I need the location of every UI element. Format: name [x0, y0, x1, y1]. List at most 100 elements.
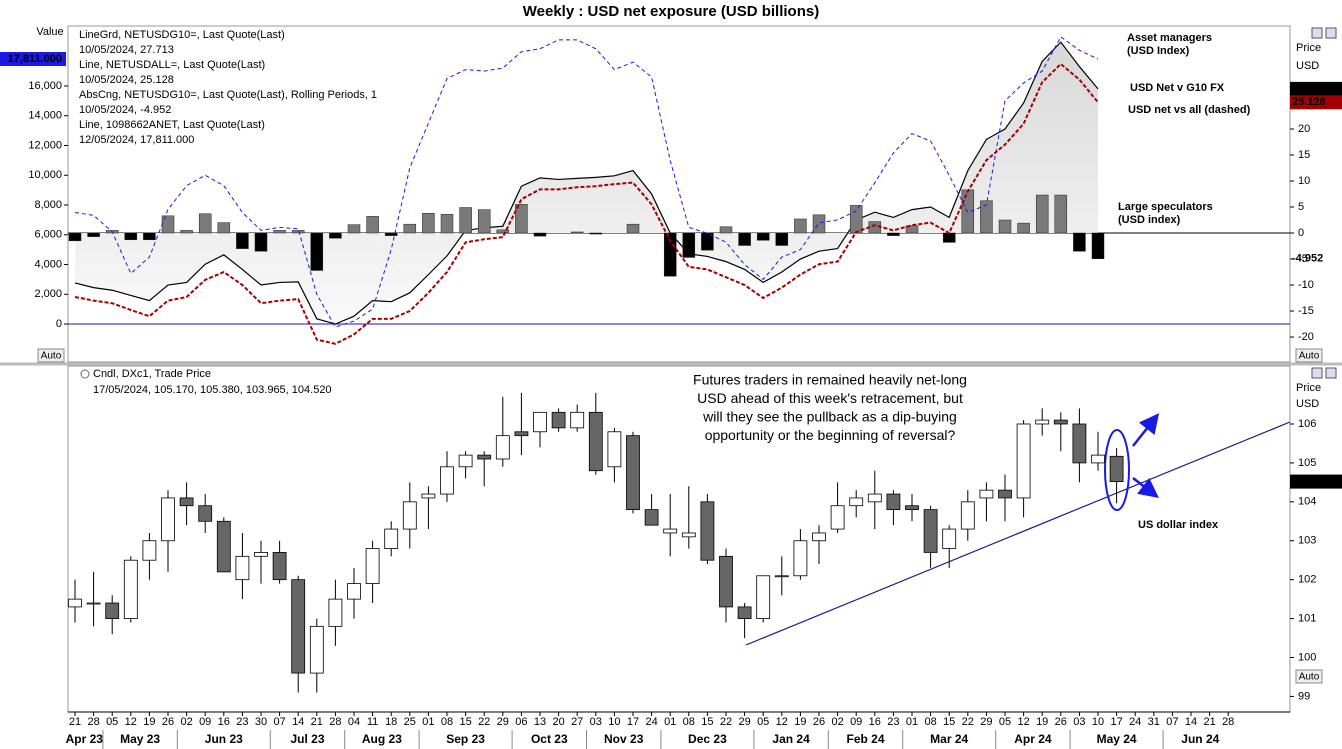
- auto-button[interactable]: [1295, 348, 1323, 363]
- x-tick-label: 22: [478, 716, 490, 728]
- x-month-label: Sep 23: [446, 732, 485, 746]
- bar: [515, 204, 528, 234]
- candle-body: [960, 501, 975, 530]
- x-tick-label: 31: [1148, 716, 1160, 728]
- candle-body: [142, 540, 157, 561]
- bar: [942, 232, 956, 243]
- bar: [440, 214, 454, 234]
- x-tick-label: 08: [683, 716, 695, 728]
- x-tick-label: 21: [1203, 716, 1215, 728]
- candle-body: [1035, 419, 1050, 425]
- bar: [254, 232, 268, 252]
- window-button[interactable]: [1325, 27, 1337, 39]
- candle-body: [588, 411, 603, 472]
- y2-axis-label: Price: [1296, 42, 1321, 54]
- candle-body: [607, 431, 622, 468]
- candle-body: [477, 454, 492, 460]
- candle-body: [384, 528, 399, 549]
- candle-body: [328, 598, 343, 627]
- bar: [329, 232, 342, 239]
- candle-body: [402, 501, 417, 530]
- bar: [1054, 194, 1068, 234]
- auto-button[interactable]: [1295, 669, 1323, 684]
- bar: [589, 232, 603, 235]
- x-tick-label: 16: [869, 716, 881, 728]
- x-tick-label: 17: [627, 716, 639, 728]
- candle-body: [440, 466, 454, 495]
- last-value-box: [1290, 81, 1342, 96]
- line: [74, 62, 1099, 345]
- x-tick-label: 09: [199, 716, 211, 728]
- bar: [998, 219, 1012, 234]
- x-tick-label: 07: [273, 716, 285, 728]
- auto-button[interactable]: [37, 348, 65, 363]
- annotation: Futures traders in remained heavily net-…: [693, 372, 967, 388]
- candle-body: [458, 454, 473, 468]
- auto-button-label[interactable]: Auto: [1299, 672, 1320, 683]
- annotation: (USD Index): [1127, 45, 1190, 57]
- x-tick-label: 14: [292, 716, 304, 728]
- x-tick-label: 25: [404, 716, 416, 728]
- x-tick-label: 29: [980, 716, 992, 728]
- bar: [1017, 222, 1030, 234]
- annotation: Asset managers: [1127, 32, 1212, 44]
- x-tick-label: 02: [180, 716, 192, 728]
- bar: [273, 230, 286, 234]
- candle-body: [737, 606, 752, 619]
- auto-button-label[interactable]: Auto: [41, 351, 62, 362]
- bar: [236, 232, 249, 249]
- x-tick-label: 28: [1222, 716, 1234, 728]
- bar: [68, 232, 82, 242]
- x-month-label: Mar 24: [930, 732, 968, 746]
- bar: [701, 232, 714, 251]
- y-tick-label: 0: [56, 318, 62, 330]
- x-month-label: May 23: [120, 732, 160, 746]
- last-value-box: [1290, 95, 1342, 110]
- candle-body: [86, 602, 101, 605]
- bar: [849, 205, 863, 234]
- x-tick-label: 07: [1166, 716, 1178, 728]
- bar: [217, 222, 231, 234]
- y-axis-label: Price: [1296, 382, 1321, 394]
- candle-body: [867, 493, 882, 503]
- candle-body: [644, 509, 659, 526]
- y-tick-label: 10: [1298, 175, 1310, 187]
- candle-body: [495, 435, 510, 460]
- y-tick-label: 10,000: [28, 169, 62, 181]
- candle-body: [105, 602, 120, 619]
- legend-entry: LineGrd, NETUSDG10=, Last Quote(Last): [79, 29, 285, 41]
- annotation: USD net vs all (dashed): [1128, 104, 1251, 116]
- legend-note: 10/05/2024, 25.128: [79, 74, 174, 86]
- bar: [403, 223, 417, 234]
- top-panel-frame: [67, 25, 1291, 363]
- candle-body: [681, 532, 696, 538]
- candle-body: [1091, 454, 1105, 464]
- bar: [533, 232, 547, 237]
- legend-entry: Cndl, DXc1, Trade Price: [93, 368, 211, 380]
- bar: [422, 212, 435, 234]
- x-month-label: Jun 23: [205, 732, 243, 746]
- legend-note: 10/05/2024, 27.713: [79, 44, 174, 56]
- x-tick-label: 05: [757, 716, 769, 728]
- annotation: USD ahead of this week's retracement, bu…: [697, 390, 963, 406]
- x-tick-label: 12: [776, 716, 788, 728]
- candle-body: [719, 555, 733, 608]
- x-tick-label: 05: [106, 716, 118, 728]
- y-tick-label: -5: [1298, 253, 1308, 265]
- x-tick-label: 15: [459, 716, 471, 728]
- candle-body: [179, 497, 194, 507]
- x-month-label: Dec 23: [688, 732, 727, 746]
- window-button[interactable]: [1311, 367, 1323, 379]
- candle-body: [254, 552, 268, 557]
- bar: [1035, 194, 1049, 234]
- window-button[interactable]: [1325, 367, 1337, 379]
- auto-button-label[interactable]: Auto: [1299, 351, 1320, 362]
- candle-body: [905, 505, 919, 511]
- bar: [1091, 232, 1105, 260]
- candle-body: [942, 528, 957, 549]
- x-tick-label: 08: [924, 716, 936, 728]
- window-button[interactable]: [1311, 27, 1323, 39]
- bar: [384, 232, 398, 236]
- arrow-up: [1132, 413, 1160, 447]
- area-line: [74, 41, 1099, 325]
